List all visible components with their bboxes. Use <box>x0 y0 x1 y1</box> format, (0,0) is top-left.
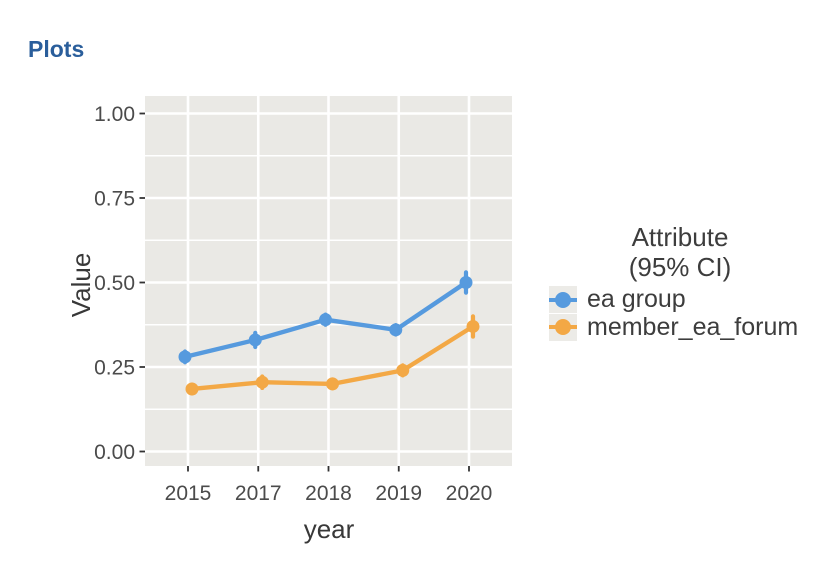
legend-point-swatch <box>555 291 571 308</box>
y-tick-label: 1.00 <box>94 103 135 126</box>
data-point <box>319 313 332 327</box>
data-point <box>326 377 339 391</box>
x-tick-label: 2018 <box>305 482 352 505</box>
legend-title-line2: (95% CI) <box>628 252 732 282</box>
series-ea-group <box>178 270 473 365</box>
x-tick-label: 2020 <box>446 482 493 505</box>
x-tick-label: 2019 <box>375 482 422 505</box>
legend-item-ea-group: ea group <box>549 285 811 314</box>
axis-tick-labels: 2015 2017 2018 2019 2020 0.00 0.25 0.50 0.75 1.00 <box>94 103 492 505</box>
x-tick-label: 2015 <box>165 482 212 505</box>
data-point <box>389 323 403 337</box>
data-point <box>255 375 269 389</box>
y-tick-label: 0.25 <box>94 357 135 380</box>
page-title: Plots <box>28 36 85 62</box>
y-tick-label: 0.75 <box>94 188 135 211</box>
chart-legend: Attribute (95% CI) ea group member_ea_fo… <box>549 222 811 341</box>
x-tick-label: 2017 <box>235 482 282 505</box>
y-tick-label: 0.00 <box>94 441 135 464</box>
x-axis-title: year <box>304 514 355 544</box>
data-point <box>248 333 262 347</box>
series-member-ea-forum <box>185 314 480 396</box>
legend-key-member-ea-forum <box>549 313 577 341</box>
y-axis-title: Value <box>66 253 96 318</box>
legend-item-member-ea-forum: member_ea_forum <box>549 312 811 342</box>
legend-key-ea-group <box>549 286 577 314</box>
y-tick-label: 0.50 <box>94 272 135 295</box>
data-point <box>396 363 410 377</box>
data-point <box>459 276 473 289</box>
legend-title: Attribute (95% CI) <box>549 222 811 282</box>
series-group <box>178 270 480 396</box>
legend-label-ea-group: ea group <box>587 285 686 314</box>
legend-label-member-ea-forum: member_ea_forum <box>587 312 799 341</box>
axis-ticks <box>139 112 470 472</box>
data-point <box>185 382 199 396</box>
legend-title-line1: Attribute <box>631 222 729 252</box>
data-point <box>178 350 192 364</box>
major-gridlines <box>145 96 512 466</box>
legend-point-swatch <box>555 319 571 336</box>
data-point <box>466 319 480 333</box>
